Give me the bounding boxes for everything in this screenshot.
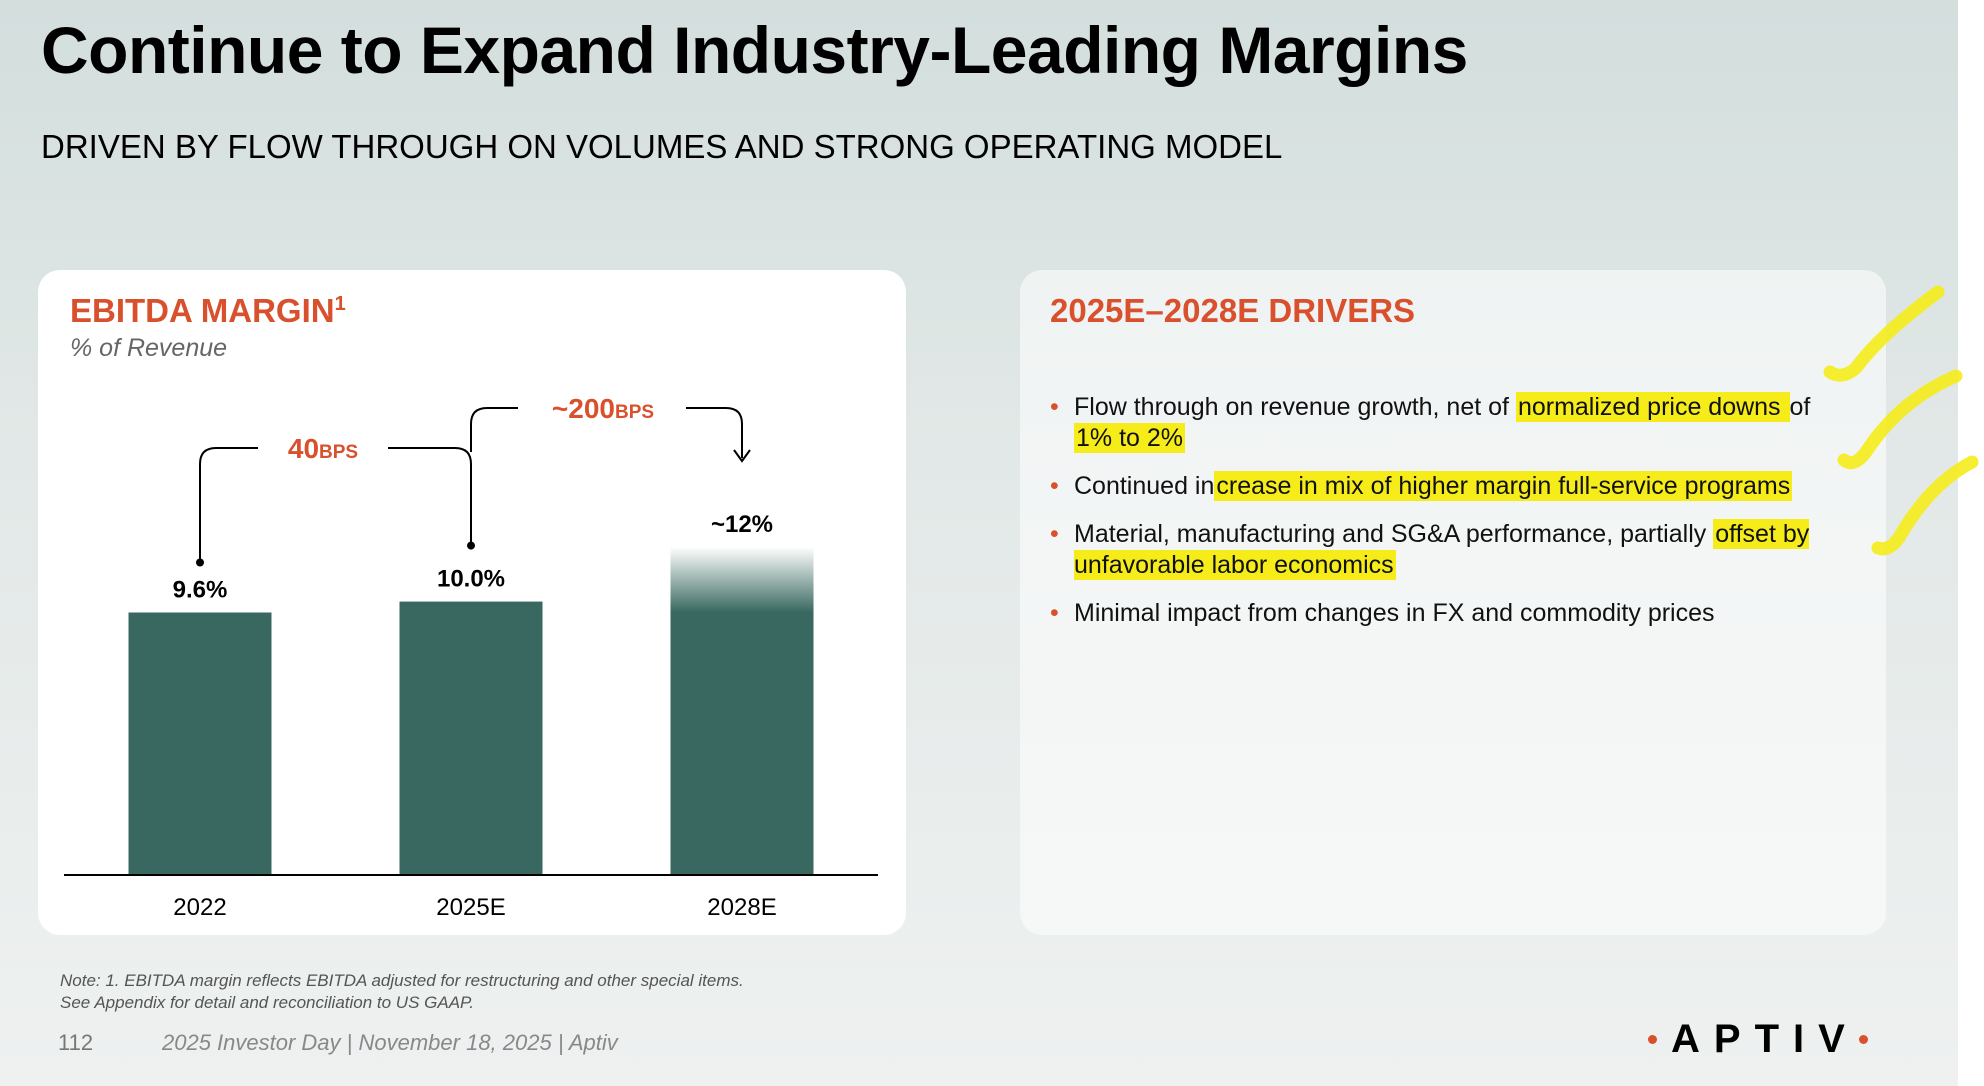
bullet-icon: • <box>1050 393 1059 421</box>
x-tick-label-2025E: 2025E <box>436 894 505 921</box>
annotation-label-40bps: 40BPS <box>288 433 358 464</box>
chart-title-footnote: 1 <box>334 293 346 315</box>
driver-item-4: • Minimal impact from changes in FX and c… <box>1050 598 1850 629</box>
chart-subtitle: % of Revenue <box>70 334 228 362</box>
driver-text: Material, manufacturing and SG&A perform… <box>1074 520 1714 548</box>
checkmark-2 <box>1837 369 1963 470</box>
driver-text: of <box>1789 393 1811 421</box>
ebitda-chart-panel: EBITDA MARGIN1 % of Revenue 9.6% 2022 10.0… <box>38 270 906 935</box>
drivers-heading: 2025E–2028E DRIVERS <box>1050 292 1416 329</box>
driver-item-1: • Flow through on revenue growth, net of … <box>1050 392 1850 454</box>
footnote-line-1: Note: 1. EBITDA margin reflects EBITDA a… <box>60 971 744 990</box>
bar-2025E <box>399 601 543 875</box>
data-label-2025E: 10.0% <box>437 566 505 593</box>
x-tick-label-2028E: 2028E <box>707 894 776 921</box>
logo-dot-left <box>1648 1034 1657 1044</box>
bullet-icon: • <box>1050 472 1059 500</box>
x-tick-label-2022: 2022 <box>173 894 226 921</box>
footer-text: 2025 Investor Day | November 18, 2025 | … <box>162 1030 618 1055</box>
bar-2028E <box>670 546 814 875</box>
annotation-dot-2022 <box>196 558 204 567</box>
highlighted-text: 1% to 2% <box>1074 423 1186 453</box>
arrow-down-icon <box>733 449 751 463</box>
ebitda-margin-chart: 9.6% 2022 10.0% 2025E ~12% 2028E 40BPS ~200BPS <box>64 393 878 921</box>
drivers-panel: 2025E–2028E DRIVERS • Flow through on rev… <box>1020 270 1886 935</box>
page-title: Continue to Expand Industry-Leading Marg… <box>41 13 1468 87</box>
footnote-line-2: See Appendix for detail and reconciliati… <box>60 993 474 1012</box>
bullet-icon: • <box>1050 599 1059 627</box>
driver-item-3: • Material, manufacturing and SG&A perfor… <box>1050 519 1850 581</box>
bar-2022 <box>128 612 272 875</box>
checkmark-1 <box>1823 285 1945 382</box>
data-label-2022: 9.6% <box>173 577 228 604</box>
logo-text: APTIV <box>1671 1016 1859 1061</box>
driver-text: Minimal impact from changes in FX and co… <box>1074 599 1715 627</box>
annotation-dot-2025E <box>467 541 475 550</box>
driver-item-2: • Continued increase in mix of higher mar… <box>1050 471 1850 502</box>
checkmark-3 <box>1871 455 1979 556</box>
bullet-icon: • <box>1050 520 1059 548</box>
annotation-connector-1-right <box>388 447 472 546</box>
annotation-connector-1-left <box>199 447 258 563</box>
page-number: 112 <box>58 1030 94 1055</box>
driver-text: Continued in <box>1074 472 1215 500</box>
chart-title-text: EBITDA MARGIN <box>70 292 335 329</box>
annotation-connector-2-left <box>470 407 518 452</box>
highlighted-text: normalized price downs <box>1515 392 1790 422</box>
data-label-2028E: ~12% <box>711 511 773 538</box>
chart-title: EBITDA MARGIN1 <box>70 292 346 330</box>
highlighted-text: crease in mix of higher margin full-serv… <box>1214 471 1793 501</box>
handwritten-checkmarks <box>1823 285 1979 556</box>
page-subtitle: DRIVEN BY FLOW THROUGH ON VOLUMES AND ST… <box>41 128 1283 165</box>
drivers-list: • Flow through on revenue growth, net of … <box>1050 392 1850 646</box>
footnote: Note: 1. EBITDA margin reflects EBITDA a… <box>60 970 744 1014</box>
logo-dot-right <box>1858 1034 1868 1044</box>
annotation-connector-2-right <box>686 407 743 458</box>
right-edge-strip <box>1958 0 1984 1086</box>
driver-text: Flow through on revenue growth, net of <box>1074 393 1516 421</box>
aptiv-logo: APTIV <box>1648 1014 1868 1064</box>
annotation-label-200bps: ~200BPS <box>552 393 654 424</box>
